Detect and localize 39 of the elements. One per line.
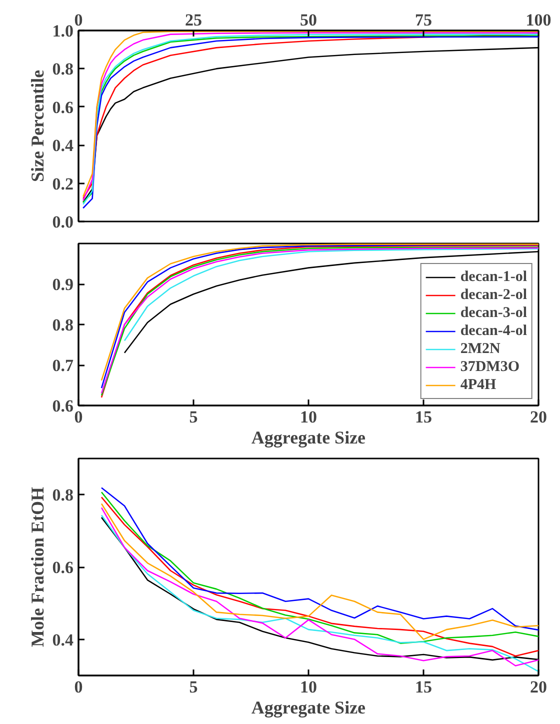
x-tick-label: 5 (189, 678, 198, 696)
y-tick-label: 0.8 (52, 60, 74, 79)
y-tick-label: 0.6 (52, 98, 74, 117)
legend-label: decan-1-ol (460, 268, 527, 286)
legend-label: 4P4H (460, 376, 496, 394)
y-axis-title: Size Percentile (27, 70, 48, 182)
x-axis-title: Aggregate Size (251, 428, 366, 448)
x-tick-label: 25 (185, 10, 202, 30)
y-tick-label: 0.7 (52, 356, 74, 375)
x-tick-label: 100 (526, 10, 552, 30)
x-tick-label: 20 (530, 678, 547, 696)
y-tick-label: 0.0 (52, 212, 74, 232)
y-tick-label: 0.4 (52, 136, 74, 156)
x-tick-label: 20 (530, 408, 547, 426)
x-tick-label: 0 (74, 678, 83, 696)
x-tick-label: 10 (300, 408, 317, 426)
y-tick-label: 0.2 (52, 174, 74, 194)
legend-label: decan-3-ol (460, 304, 527, 322)
legend-label: decan-2-ol (460, 286, 527, 304)
x-tick-label: 75 (415, 10, 432, 30)
x-tick-label: 15 (415, 408, 432, 426)
y-tick-label: 0.8 (52, 486, 74, 505)
y-axis-title: Mole Fraction EtOH (27, 487, 48, 647)
y-tick-label: 0.4 (52, 630, 74, 650)
y-tick-label: 0.6 (52, 558, 74, 577)
x-tick-label: 0 (74, 408, 83, 426)
y-tick-label: 1.0 (52, 22, 74, 40)
x-axis-title: Aggregate Size (251, 698, 366, 718)
x-tick-label: 15 (415, 678, 432, 696)
x-tick-label: 5 (189, 408, 198, 426)
legend-label: decan-4-ol (460, 322, 527, 340)
y-tick-label: 0.8 (52, 316, 74, 334)
y-tick-label: 0.6 (52, 396, 74, 416)
x-tick-label: 0 (74, 10, 83, 30)
legend-label: 2M2N (460, 340, 500, 358)
y-tick-label: 0.9 (52, 275, 74, 294)
x-tick-label: 10 (300, 678, 317, 696)
x-tick-label: 50 (300, 10, 317, 30)
legend-label: 37DM3O (460, 358, 520, 376)
